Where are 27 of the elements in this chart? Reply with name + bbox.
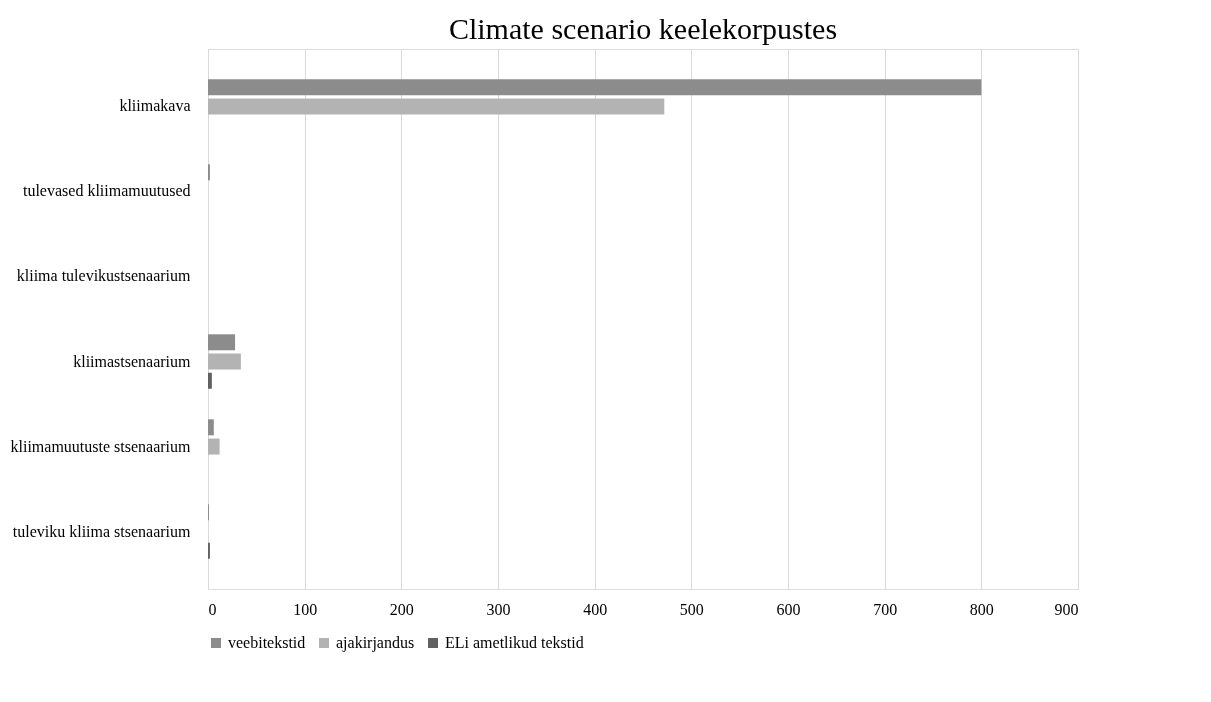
x-tick-label: 100 xyxy=(293,600,318,618)
x-tick-label: 700 xyxy=(873,600,898,618)
y-tick-label: kliimamuutuste stsenaarium xyxy=(10,437,192,455)
x-tick-label: 300 xyxy=(486,600,511,618)
bar xyxy=(208,334,236,351)
legend-label: ajakirjandus xyxy=(336,634,415,652)
y-tick-label: kliimakava xyxy=(119,97,191,115)
x-tick-label: 400 xyxy=(583,600,608,618)
legend-label: veebitekstid xyxy=(228,634,306,651)
bar xyxy=(208,98,665,115)
bar xyxy=(208,353,241,370)
y-tick-label: tuleviku kliima stsenaarium xyxy=(12,522,192,540)
y-tick-label: kliima tulevikustsenaarium xyxy=(16,267,192,285)
x-tick-label: 900 xyxy=(1054,600,1079,618)
bar xyxy=(208,372,212,389)
legend-label: ELi ametlikud tekstid xyxy=(445,634,584,651)
bar xyxy=(208,79,982,96)
y-tick-label: kliimastsenaarium xyxy=(73,352,192,370)
chart-title: Climate scenario keelekorpustes xyxy=(448,12,838,45)
x-tick-label: 500 xyxy=(679,600,704,618)
bar xyxy=(208,438,220,455)
x-tick-label: 600 xyxy=(776,600,801,618)
bar xyxy=(208,419,214,436)
y-tick-label: tulevased kliimamuutused xyxy=(22,182,191,200)
x-tick-label: 800 xyxy=(969,600,994,618)
x-tick-label: 0 xyxy=(208,600,217,618)
x-tick-label: 200 xyxy=(389,600,414,618)
